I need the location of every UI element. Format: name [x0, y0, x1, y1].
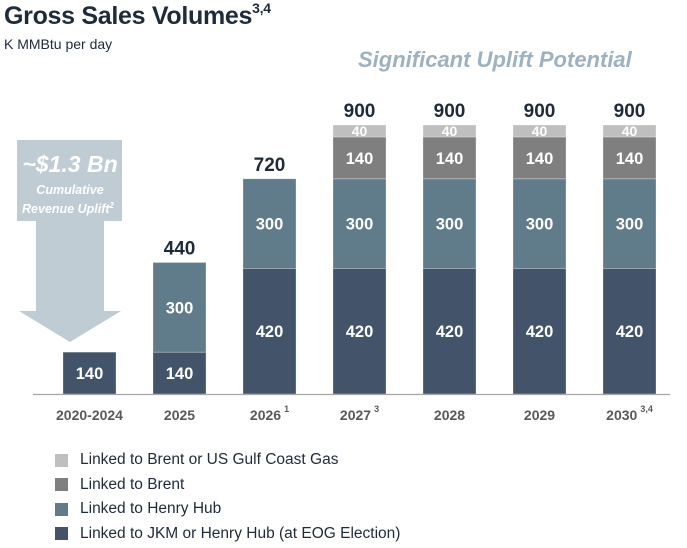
callout-line1: Cumulative	[36, 183, 103, 197]
x-tick-footnote: 3,4	[640, 404, 653, 414]
chart-title: Gross Sales Volumes3,4	[4, 0, 271, 31]
x-tick-label: 2020-2024	[56, 407, 123, 423]
bar-total-label: 900	[524, 101, 556, 122]
segment-value-label: 420	[346, 323, 374, 341]
legend-swatch	[55, 478, 68, 492]
legend-label: Linked to JKM or Henry Hub (at EOG Elect…	[80, 524, 401, 542]
callout-headline: ~$1.3 Bn	[22, 151, 117, 177]
chart-title-text: Gross Sales Volumes	[4, 2, 253, 30]
title-footnote: 3,4	[252, 0, 271, 16]
bar-stack-2020-2024: 140	[62, 351, 117, 395]
segment-value-label: 420	[526, 323, 554, 341]
chart-subtitle: K MMBtu per day	[4, 36, 113, 52]
bar-segment	[152, 262, 207, 353]
x-tick-label-text: 2027	[340, 407, 371, 423]
bar-segment	[422, 268, 477, 395]
uplift-annotation: Significant Uplift Potential	[358, 47, 632, 72]
segment-value-label: 420	[436, 323, 464, 341]
x-tick-label: 2030 3,4	[606, 404, 653, 423]
bar-segment	[242, 268, 297, 395]
bar-segment	[332, 268, 387, 395]
bar-segment	[512, 136, 567, 180]
x-tick-label: 2029	[524, 407, 555, 423]
x-tick-label: 2026 1	[250, 404, 289, 423]
bar-segment	[332, 136, 387, 180]
segment-value-label: 140	[436, 150, 464, 168]
x-tick-footnote: 1	[284, 404, 289, 414]
segment-value-label: 420	[616, 323, 644, 341]
revenue-uplift-callout: ~$1.3 Bn Cumulative Revenue Uplift2	[17, 140, 122, 342]
bar-segment	[512, 268, 567, 395]
segment-value-label: 140	[526, 150, 554, 168]
segment-value-label: 300	[166, 299, 194, 317]
bar-total-label: 720	[254, 155, 286, 176]
segment-value-label: 40	[352, 123, 368, 139]
segment-value-label: 140	[616, 150, 644, 168]
legend-label: Linked to Henry Hub	[80, 500, 222, 518]
x-tick-label-text: 2029	[524, 407, 555, 423]
legend-label: Linked to Brent	[80, 475, 185, 493]
legend-item: Linked to JKM or Henry Hub (at EOG Elect…	[55, 522, 400, 547]
bar-total-label: 440	[164, 238, 196, 259]
x-tick-label-text: 2030	[606, 407, 637, 423]
x-tick-label: 2025	[164, 407, 195, 423]
segment-value-label: 300	[256, 216, 284, 234]
segment-value-label: 140	[166, 365, 194, 383]
bar-segment	[512, 178, 567, 269]
segment-value-label: 40	[442, 123, 458, 139]
bar-segment	[422, 136, 477, 180]
x-tick-footnote: 3	[374, 404, 379, 414]
legend-item: Linked to Brent or US Gulf Coast Gas	[55, 448, 400, 473]
bar-segment	[602, 136, 657, 180]
bar-segment	[602, 124, 657, 138]
segment-value-label: 140	[76, 365, 104, 383]
x-tick-label: 2028	[434, 407, 465, 423]
bar-segment	[242, 178, 297, 269]
bar-stack-2025: 140 300 440	[152, 238, 207, 395]
bar-segment	[332, 124, 387, 138]
callout-arrow-shape	[17, 140, 122, 342]
segment-value-label: 40	[532, 123, 548, 139]
callout-line2-sup: 2	[109, 201, 115, 210]
segment-value-label: 300	[346, 216, 374, 234]
legend-swatch	[55, 502, 68, 516]
legend-item: Linked to Brent	[55, 473, 400, 498]
x-tick-label-text: 2025	[164, 407, 195, 423]
callout-line2: Revenue Uplift2	[22, 201, 115, 216]
legend-swatch	[55, 527, 68, 541]
segment-value-label: 140	[346, 150, 374, 168]
segment-value-label: 420	[256, 323, 284, 341]
chart-legend: Linked to Brent or US Gulf Coast Gas Link…	[55, 448, 400, 546]
legend-swatch	[55, 453, 68, 467]
bar-segment	[512, 124, 567, 138]
bar-segment	[422, 124, 477, 138]
x-tick-label-text: 2028	[434, 407, 465, 423]
segment-value-label: 40	[622, 123, 638, 139]
bar-total-label: 900	[344, 101, 376, 122]
legend-item: Linked to Henry Hub	[55, 497, 400, 522]
x-tick-label-text: 2026	[250, 407, 281, 423]
bar-total-label: 900	[434, 101, 466, 122]
bar-segment	[332, 178, 387, 269]
bar-segment	[602, 268, 657, 395]
x-tick-label: 2027 3	[340, 404, 379, 423]
bar-total-label: 900	[614, 101, 646, 122]
segment-value-label: 300	[616, 216, 644, 234]
segment-value-label: 300	[436, 216, 464, 234]
bar-segment	[152, 351, 207, 395]
legend-label: Linked to Brent or US Gulf Coast Gas	[80, 451, 339, 469]
bar-segment	[602, 178, 657, 269]
x-tick-label-text: 2020-2024	[56, 407, 123, 423]
bar-segment	[422, 178, 477, 269]
segment-value-label: 300	[526, 216, 554, 234]
bar-stack-2026: 420 300 720	[242, 155, 297, 395]
callout-line2-text: Revenue Uplift	[22, 202, 110, 216]
